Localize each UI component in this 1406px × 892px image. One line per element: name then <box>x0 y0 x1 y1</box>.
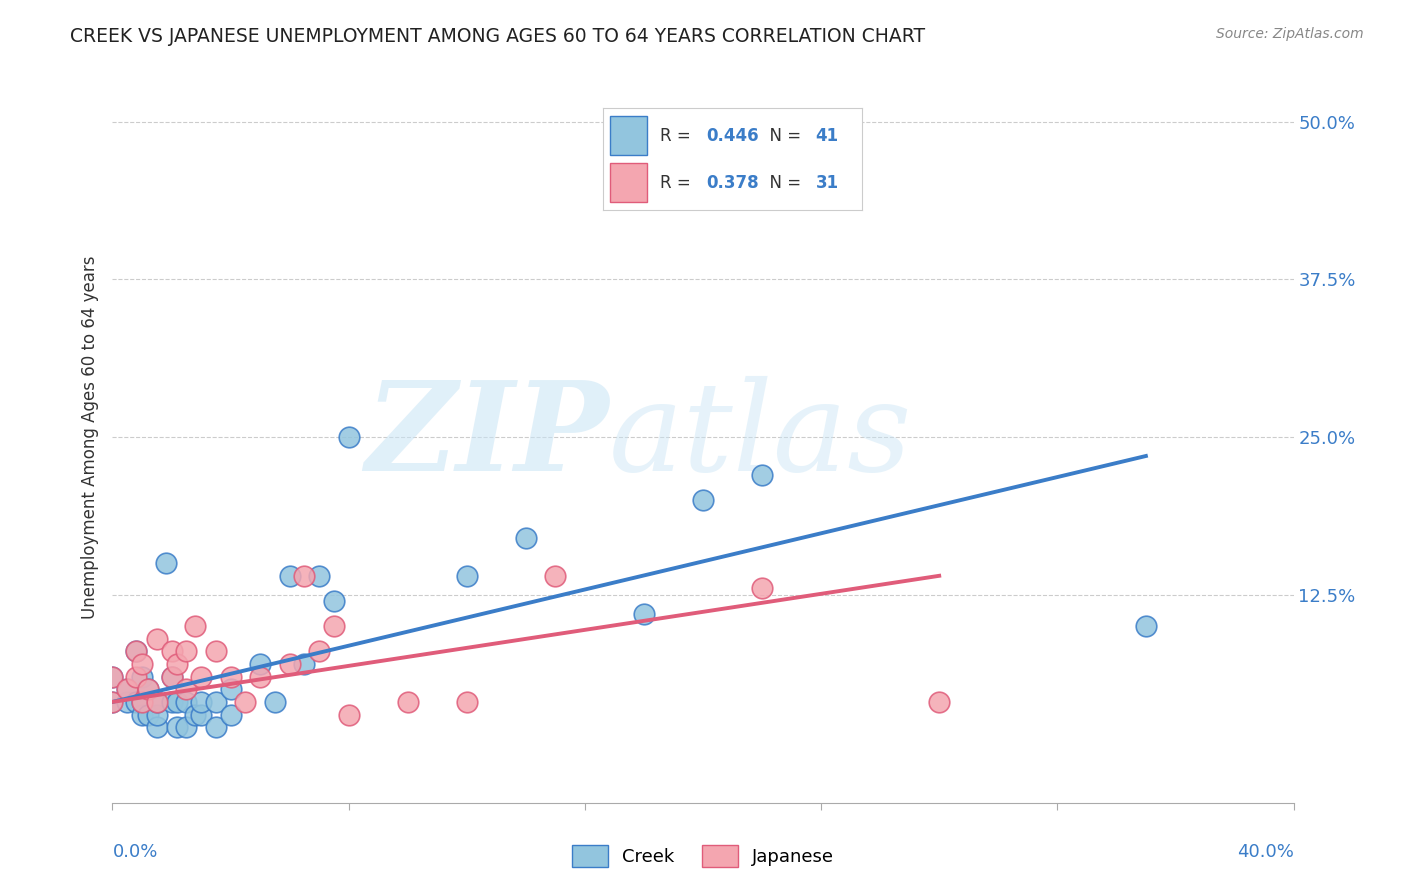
Point <box>544 569 567 583</box>
Point <box>249 670 271 684</box>
Point <box>308 569 330 583</box>
Point <box>751 582 773 596</box>
Point <box>219 707 242 722</box>
Point <box>166 695 188 709</box>
Point <box>136 682 159 697</box>
Point <box>117 695 138 709</box>
Point <box>146 707 169 722</box>
Point <box>146 632 169 646</box>
Point <box>146 695 169 709</box>
Point <box>117 682 138 697</box>
Point <box>146 695 169 709</box>
Point <box>205 644 228 658</box>
Point <box>174 682 197 697</box>
Point <box>205 720 228 734</box>
Point <box>264 695 287 709</box>
Point <box>166 657 188 671</box>
Point <box>160 670 183 684</box>
Point <box>125 670 148 684</box>
Point <box>751 467 773 482</box>
Point <box>184 619 207 633</box>
Text: 0.0%: 0.0% <box>112 843 157 861</box>
Point <box>131 670 153 684</box>
Point <box>101 695 124 709</box>
Point <box>515 531 537 545</box>
Point <box>125 644 148 658</box>
Point <box>155 556 177 570</box>
Y-axis label: Unemployment Among Ages 60 to 64 years: Unemployment Among Ages 60 to 64 years <box>80 255 98 619</box>
Point <box>160 644 183 658</box>
Point <box>278 657 301 671</box>
Point <box>190 695 212 709</box>
Point <box>101 670 124 684</box>
Point <box>174 720 197 734</box>
Point <box>292 657 315 671</box>
Point <box>131 695 153 709</box>
Point <box>249 657 271 671</box>
Point <box>146 720 169 734</box>
Point <box>323 594 346 608</box>
Text: CREEK VS JAPANESE UNEMPLOYMENT AMONG AGES 60 TO 64 YEARS CORRELATION CHART: CREEK VS JAPANESE UNEMPLOYMENT AMONG AGE… <box>70 27 925 45</box>
Point <box>131 707 153 722</box>
Point <box>337 430 360 444</box>
Point <box>292 569 315 583</box>
Point <box>101 695 124 709</box>
Point <box>692 493 714 508</box>
Point <box>219 670 242 684</box>
Point <box>136 707 159 722</box>
Point <box>117 682 138 697</box>
Point <box>1135 619 1157 633</box>
Point <box>190 670 212 684</box>
Point <box>131 657 153 671</box>
Point <box>278 569 301 583</box>
Point <box>456 695 478 709</box>
Point <box>160 695 183 709</box>
Point <box>174 644 197 658</box>
Point <box>136 682 159 697</box>
Legend: Creek, Japanese: Creek, Japanese <box>565 838 841 874</box>
Point <box>101 670 124 684</box>
Point <box>928 695 950 709</box>
Text: 40.0%: 40.0% <box>1237 843 1294 861</box>
Point <box>633 607 655 621</box>
Text: atlas: atlas <box>609 376 912 498</box>
Point <box>205 695 228 709</box>
Point <box>160 670 183 684</box>
Point <box>219 682 242 697</box>
Point <box>396 695 419 709</box>
Text: ZIP: ZIP <box>364 376 609 498</box>
Point <box>125 644 148 658</box>
Point <box>190 707 212 722</box>
Point <box>456 569 478 583</box>
Point <box>308 644 330 658</box>
Point <box>166 720 188 734</box>
Point <box>131 695 153 709</box>
Point <box>184 707 207 722</box>
Point <box>233 695 256 709</box>
Point <box>174 695 197 709</box>
Text: Source: ZipAtlas.com: Source: ZipAtlas.com <box>1216 27 1364 41</box>
Point <box>337 707 360 722</box>
Point <box>125 695 148 709</box>
Point <box>323 619 346 633</box>
